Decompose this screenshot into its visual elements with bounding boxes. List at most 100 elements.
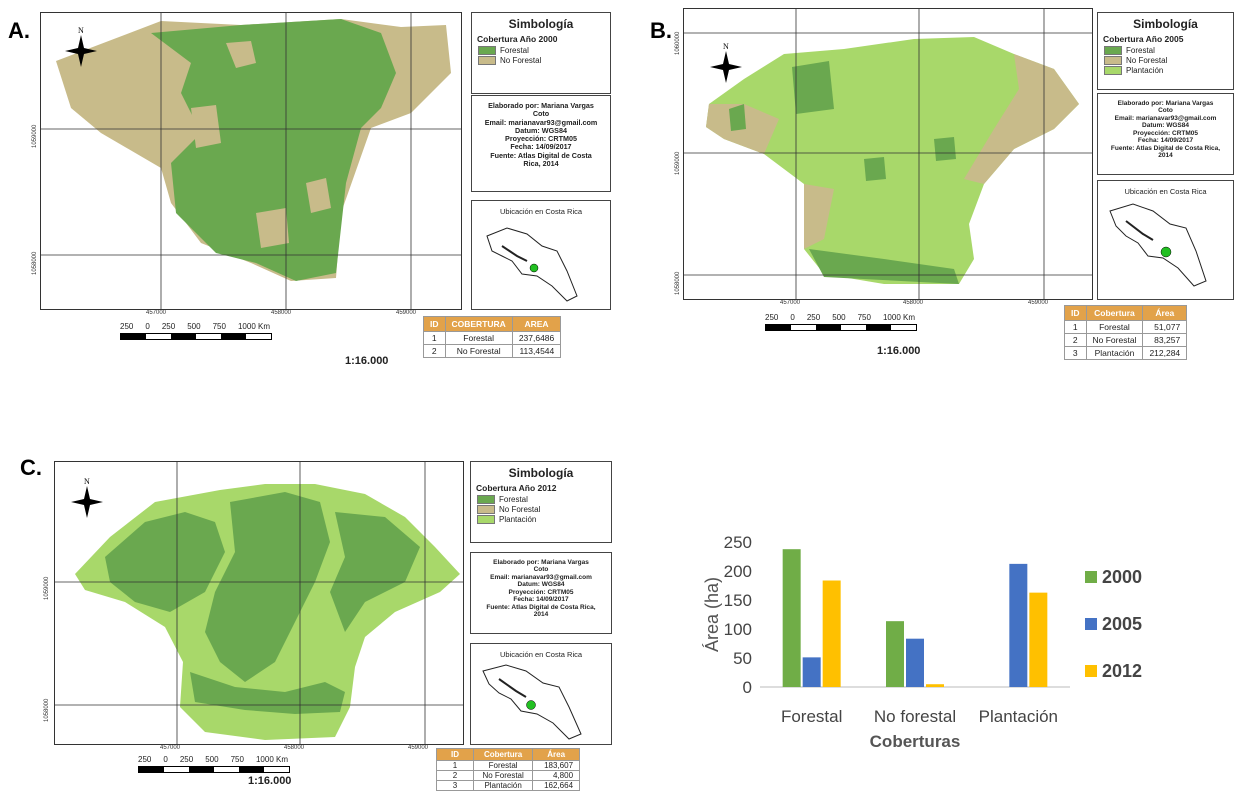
legend-label-2005: 2005 [1102, 614, 1142, 634]
panel-b-map: N [684, 9, 1092, 299]
panel-b-area-table: ID Cobertura Área 1 Forestal 51,077 2 No Fore… [1064, 305, 1188, 360]
svg-text:N: N [84, 477, 90, 486]
panel-b-forest-5 [934, 137, 956, 161]
panel-a-ycoord-2: 1058000 [32, 251, 38, 275]
bar-2000-0 [782, 549, 801, 687]
panel-a-scale: 250 0 250 500 750 1000 Km [120, 322, 272, 340]
panel-a-patch-1 [226, 41, 256, 68]
panel-b-location-box: Ubicación en Costa Rica [1097, 180, 1234, 300]
panel-b-ycoord-1: 1060000 [675, 31, 681, 55]
bar-2005-2 [1009, 563, 1028, 687]
x-tick-label-2: Plantación [979, 707, 1058, 726]
table-row: 1 Forestal 237,6486 [423, 331, 562, 345]
panel-a-symbology-sub: Cobertura Año 2000 [477, 34, 558, 44]
panel-a-ycoord-1: 1059000 [32, 124, 38, 148]
panel-c-forest-2 [205, 492, 330, 682]
table-row: 2 No Forestal 83,257 [1064, 333, 1188, 347]
panel-a-location-title: Ubicación en Costa Rica [499, 207, 583, 216]
panel-b-symbology-box: Simbología Cobertura Año 2005 Forestal N… [1097, 12, 1234, 90]
panel-a-credits-box: Elaborado por: Mariana Vargas Coto Email: … [471, 95, 611, 192]
panel-a-location-box: Ubicación en Costa Rica [471, 200, 611, 310]
panel-c-map-frame: N [54, 461, 464, 745]
panel-c-credits-box: Elaborado por: Mariana Vargas Coto Email: … [470, 552, 612, 634]
panel-c-scale: 250 0 250 500 750 1000 Km [138, 755, 290, 773]
panel-b-legend-forestal: Forestal [1104, 46, 1233, 55]
panel-a-letter: A. [8, 18, 30, 43]
panel-c-legend-no-forestal: No Forestal [477, 505, 611, 514]
panel-b-legend-plantacion: Plantación [1104, 66, 1233, 75]
panel-c-forest-4 [190, 672, 345, 714]
panel-a-patch-4 [306, 178, 331, 213]
panel-c-forest-1 [105, 512, 225, 612]
bar-2012-0 [822, 580, 841, 687]
bar-2012-1 [926, 684, 944, 687]
table-row: 3 Plantación 162,664 [436, 780, 581, 791]
panel-a-ratio: 1:16.000 [345, 355, 389, 367]
y-tick-label-5: 250 [724, 533, 752, 552]
table-row: 3 Plantación 212,284 [1064, 346, 1188, 360]
legend-swatch-2000 [1085, 571, 1097, 583]
area-bar-chart: 0 50 100 150 200 250 Área (ha) Forestal No fores… [690, 520, 1230, 770]
panel-a-symbology-title: Simbología [508, 17, 574, 31]
y-axis-label: Área (ha) [702, 577, 722, 652]
svg-text:N: N [723, 42, 729, 51]
panel-a-symbology-box: Simbología Cobertura Año 2000 Forestal N… [471, 12, 611, 94]
panel-b-letter: B. [650, 18, 672, 43]
x-axis-label: Coberturas [870, 732, 961, 751]
bar-2005-1 [906, 638, 924, 687]
panel-c-ratio: 1:16.000 [248, 775, 292, 787]
panel-c-symbology-box: Simbología Cobertura Año 2012 Forestal N… [470, 461, 612, 543]
panel-a-area-forestal [151, 19, 396, 281]
legend-label-2012: 2012 [1102, 661, 1142, 681]
legend-swatch-2012 [1085, 665, 1097, 677]
panel-c-map: N [55, 462, 463, 744]
y-tick-label-1: 50 [733, 649, 752, 668]
panel-c-legend-forestal: Forestal [477, 495, 611, 504]
panel-b-area-no-forestal-3 [804, 184, 834, 249]
panel-c-legend-plantacion: Plantación [477, 515, 611, 524]
panel-a-xcoord-3: 459000 [396, 310, 417, 316]
table-row: 1 Forestal 51,077 [1064, 320, 1188, 334]
panel-b-ycoord-2: 1059000 [675, 151, 681, 175]
panel-a-map: N [41, 13, 461, 309]
panel-c-xcoord-1: 457000 [160, 745, 181, 751]
x-tick-label-1: No forestal [874, 707, 956, 726]
panel-c-area-table: ID Cobertura Área 1 Forestal 183,607 2 No For… [436, 748, 581, 791]
panel-a-patch-3 [256, 208, 289, 248]
panel-a-xcoord-1: 457000 [146, 310, 167, 316]
panel-b-legend-no-forestal: No Forestal [1104, 56, 1233, 65]
panel-c-xcoord-2: 458000 [284, 745, 305, 751]
panel-b-costa-rica-icon [1109, 203, 1207, 287]
panel-a-xcoord-2: 458000 [271, 310, 292, 316]
panel-c-costa-rica-icon [482, 664, 582, 740]
panel-b-area-no-forestal-2 [964, 54, 1079, 184]
panel-c-location-box: Ubicación en Costa Rica [470, 643, 612, 745]
panel-b-scale: 250 0 250 500 750 1000 Km [765, 313, 917, 331]
panel-b-forest-1 [792, 61, 834, 114]
panel-a-area-table: ID COBERTURA AREA 1 Forestal 237,6486 2 No Fo… [423, 316, 562, 358]
panel-b-forest-2 [729, 104, 746, 131]
table-row: 2 No Forestal 113,4544 [423, 344, 562, 358]
legend-label-2000: 2000 [1102, 567, 1142, 587]
panel-b-ycoord-3: 1058000 [675, 271, 681, 295]
y-tick-label-3: 150 [724, 591, 752, 610]
panel-c-xcoord-3: 459000 [408, 745, 429, 751]
panel-a-legend-forestal: Forestal [478, 46, 610, 55]
panel-b-map-frame: N [683, 8, 1093, 300]
x-tick-label-0: Forestal [781, 707, 842, 726]
panel-b-xcoord-2: 458000 [903, 300, 924, 306]
panel-a-costa-rica-icon [486, 227, 578, 302]
panel-c-letter: C. [20, 455, 42, 480]
panel-c-forest-3 [330, 512, 420, 632]
table-row: 1 Forestal 183,607 [436, 760, 581, 771]
panel-a-compass-label: N [78, 26, 84, 35]
panel-a-legend-no-forestal: No Forestal [478, 56, 610, 65]
panel-a-compass-icon: N [65, 26, 97, 67]
y-tick-label-0: 0 [743, 678, 752, 697]
panel-b-xcoord-3: 459000 [1028, 300, 1049, 306]
bar-2012-2 [1029, 592, 1048, 687]
panel-c-ycoord-1: 1059000 [44, 576, 50, 600]
legend-swatch-2005 [1085, 618, 1097, 630]
panel-b-ratio: 1:16.000 [877, 345, 921, 357]
panel-b-credits-box: Elaborado por: Mariana Vargas Coto Email: … [1097, 93, 1234, 175]
